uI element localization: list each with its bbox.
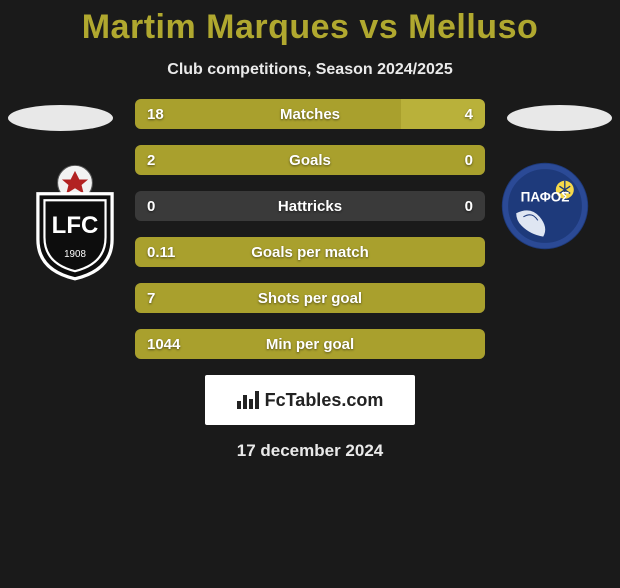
- comparison-content: LFC 1908 ΠΑΦΟΣ 184Matches 20Goals 00Hattri…: [0, 99, 620, 461]
- stat-row: 184Matches: [135, 99, 485, 129]
- mini-chart-icon: [237, 391, 259, 409]
- ellipse-right: [507, 105, 612, 131]
- fctables-logo: FcTables.com: [205, 375, 415, 425]
- stat-label: Goals: [135, 152, 485, 169]
- stat-label: Matches: [135, 106, 485, 123]
- stat-label: Goals per match: [135, 244, 485, 261]
- pafos-text: ΠΑΦΟΣ: [521, 190, 570, 205]
- ellipse-left: [8, 105, 113, 131]
- stat-label: Shots per goal: [135, 290, 485, 307]
- stat-label: Min per goal: [135, 336, 485, 353]
- stat-row: 0.11Goals per match: [135, 237, 485, 267]
- page-title: Martim Marques vs Melluso: [0, 8, 620, 47]
- stat-row: 1044Min per goal: [135, 329, 485, 359]
- svg-text:LFC: LFC: [52, 212, 99, 239]
- svg-text:1908: 1908: [64, 249, 86, 260]
- team-badge-left: LFC 1908: [20, 161, 130, 281]
- stat-row: 20Goals: [135, 145, 485, 175]
- stat-row: 00Hattricks: [135, 191, 485, 221]
- team-badge-right: ΠΑΦΟΣ: [500, 161, 590, 251]
- subtitle: Club competitions, Season 2024/2025: [0, 61, 620, 79]
- date-text: 17 december 2024: [0, 441, 620, 461]
- stat-label: Hattricks: [135, 198, 485, 215]
- lugano-crest-icon: LFC 1908: [20, 161, 130, 281]
- pafos-crest-icon: ΠΑΦΟΣ: [500, 161, 590, 251]
- stat-bars: 184Matches 20Goals 00Hattricks 0.11Goals pe…: [135, 99, 485, 359]
- logo-text: FcTables.com: [265, 390, 384, 411]
- stat-row: 7Shots per goal: [135, 283, 485, 313]
